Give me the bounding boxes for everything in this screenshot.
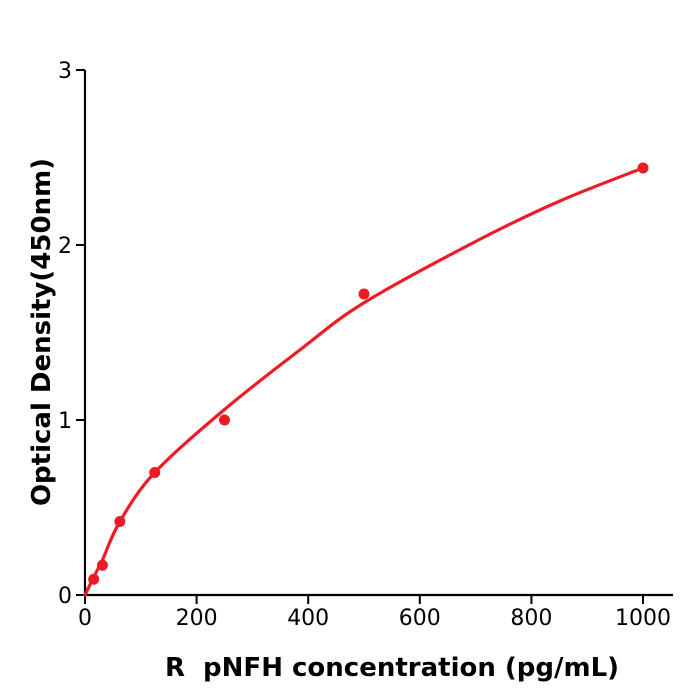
y-tick-label: 2	[58, 234, 72, 259]
axis-spine	[83, 70, 673, 597]
x-tick-label: 600	[399, 606, 441, 631]
data-layer	[83, 162, 649, 597]
x-tick-label: 200	[176, 606, 218, 631]
y-tick-label: 0	[58, 584, 72, 609]
x-tick-label: 1000	[615, 606, 671, 631]
y-tick-label: 3	[58, 59, 72, 84]
x-tick-label: 800	[510, 606, 552, 631]
data-point	[114, 516, 126, 527]
tick-layer: 0 200 400 600 800 1000 0 1 2 3	[58, 59, 671, 631]
data-point	[88, 573, 100, 585]
data-point	[96, 559, 108, 571]
data-point	[219, 414, 230, 426]
fitted-curve	[83, 166, 645, 597]
data-point	[358, 288, 370, 300]
x-tick-label: 400	[287, 606, 329, 631]
data-point	[637, 162, 649, 174]
x-tick-label: 0	[78, 606, 92, 631]
axes-layer	[83, 70, 673, 597]
y-axis-title: Optical Density(450nm)	[27, 158, 57, 506]
data-point	[149, 467, 161, 478]
x-axis-title: R pNFH concentration (pg/mL)	[165, 653, 619, 683]
y-tick-label: 1	[58, 409, 72, 434]
